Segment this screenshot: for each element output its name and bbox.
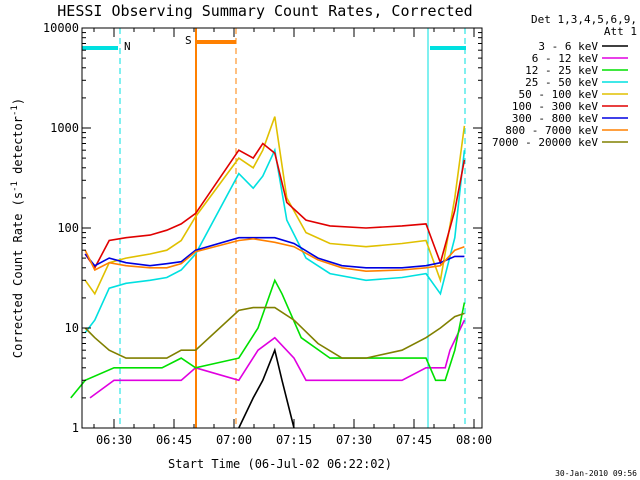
series-line xyxy=(84,237,465,273)
y-tick-label: 10 xyxy=(65,321,79,335)
legend-entry-label: 50 - 100 keV xyxy=(519,88,599,101)
saa-flag-label: S xyxy=(185,34,192,47)
legend-entry-label: 800 - 7000 keV xyxy=(505,124,598,137)
x-tick-label: 07:00 xyxy=(216,433,252,447)
x-axis-label: Start Time (06-Jul-02 06:22:02) xyxy=(168,457,392,471)
x-tick-label: 07:30 xyxy=(336,433,372,447)
series-line xyxy=(84,116,466,296)
series-layer xyxy=(70,116,466,429)
legend-entry-label: 100 - 300 keV xyxy=(512,100,598,113)
legend-header-line-1: Det 1,3,4,5,6,9, xyxy=(531,13,637,26)
x-axis: 06:30 06:45 07:00 07:15 07:30 07:45 08:00 xyxy=(93,28,492,447)
x-tick-label: 07:45 xyxy=(396,433,432,447)
x-tick-label: 08:00 xyxy=(456,433,492,447)
y-tick-label: 1000 xyxy=(50,121,79,135)
series-line xyxy=(238,347,295,429)
footer-timestamp: 30-Jan-2010 09:56 xyxy=(555,469,637,478)
night-flag-label: N xyxy=(124,40,131,53)
series-line xyxy=(84,236,465,269)
legend-entry-label: 12 - 25 keV xyxy=(525,64,598,77)
series-line xyxy=(84,147,466,334)
series-line xyxy=(84,306,465,359)
legend-header-line-2: Att 1 xyxy=(604,25,637,38)
y-tick-label: 1 xyxy=(72,421,79,435)
legend-entry-label: 3 - 6 keV xyxy=(538,40,598,53)
x-tick-label: 06:45 xyxy=(156,433,192,447)
series-line xyxy=(70,278,466,399)
series-line xyxy=(89,319,466,399)
x-tick-label: 07:15 xyxy=(276,433,312,447)
y-tick-label: 100 xyxy=(57,221,79,235)
series-line xyxy=(84,142,466,270)
x-tick-label: 06:30 xyxy=(96,433,132,447)
legend-entry-label: 7000 - 20000 keV xyxy=(492,136,598,149)
legend-entry-label: 300 - 800 keV xyxy=(512,112,598,125)
legend-entry-label: 25 - 50 keV xyxy=(525,76,598,89)
y-axis-label: Corrected Count Rate (s-1 detector-1) xyxy=(10,98,25,358)
chart-title: HESSI Observing Summary Count Rates, Cor… xyxy=(57,2,472,20)
legend-entry-label: 6 - 12 keV xyxy=(532,52,599,65)
y-tick-label: 10000 xyxy=(43,21,79,35)
